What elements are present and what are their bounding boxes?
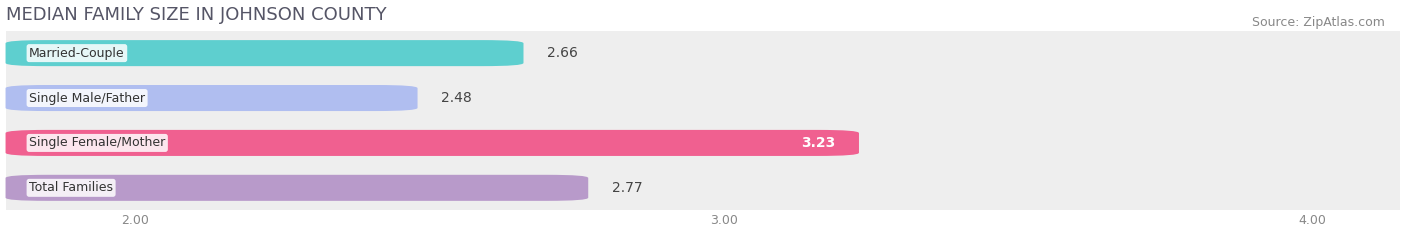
FancyBboxPatch shape	[6, 175, 588, 201]
Text: Single Male/Father: Single Male/Father	[30, 92, 145, 105]
Text: 2.66: 2.66	[547, 46, 578, 60]
Text: Total Families: Total Families	[30, 181, 112, 194]
Text: 2.48: 2.48	[441, 91, 472, 105]
FancyBboxPatch shape	[6, 40, 523, 66]
FancyBboxPatch shape	[6, 67, 1400, 129]
FancyBboxPatch shape	[6, 85, 418, 111]
FancyBboxPatch shape	[6, 130, 859, 156]
Text: Married-Couple: Married-Couple	[30, 47, 125, 60]
FancyBboxPatch shape	[6, 22, 1400, 84]
Text: 2.77: 2.77	[612, 181, 643, 195]
FancyBboxPatch shape	[6, 157, 1400, 219]
Text: Single Female/Mother: Single Female/Mother	[30, 137, 166, 149]
Text: 3.23: 3.23	[801, 136, 835, 150]
Text: MEDIAN FAMILY SIZE IN JOHNSON COUNTY: MEDIAN FAMILY SIZE IN JOHNSON COUNTY	[6, 6, 387, 24]
Text: Source: ZipAtlas.com: Source: ZipAtlas.com	[1251, 16, 1385, 29]
FancyBboxPatch shape	[6, 112, 1400, 174]
